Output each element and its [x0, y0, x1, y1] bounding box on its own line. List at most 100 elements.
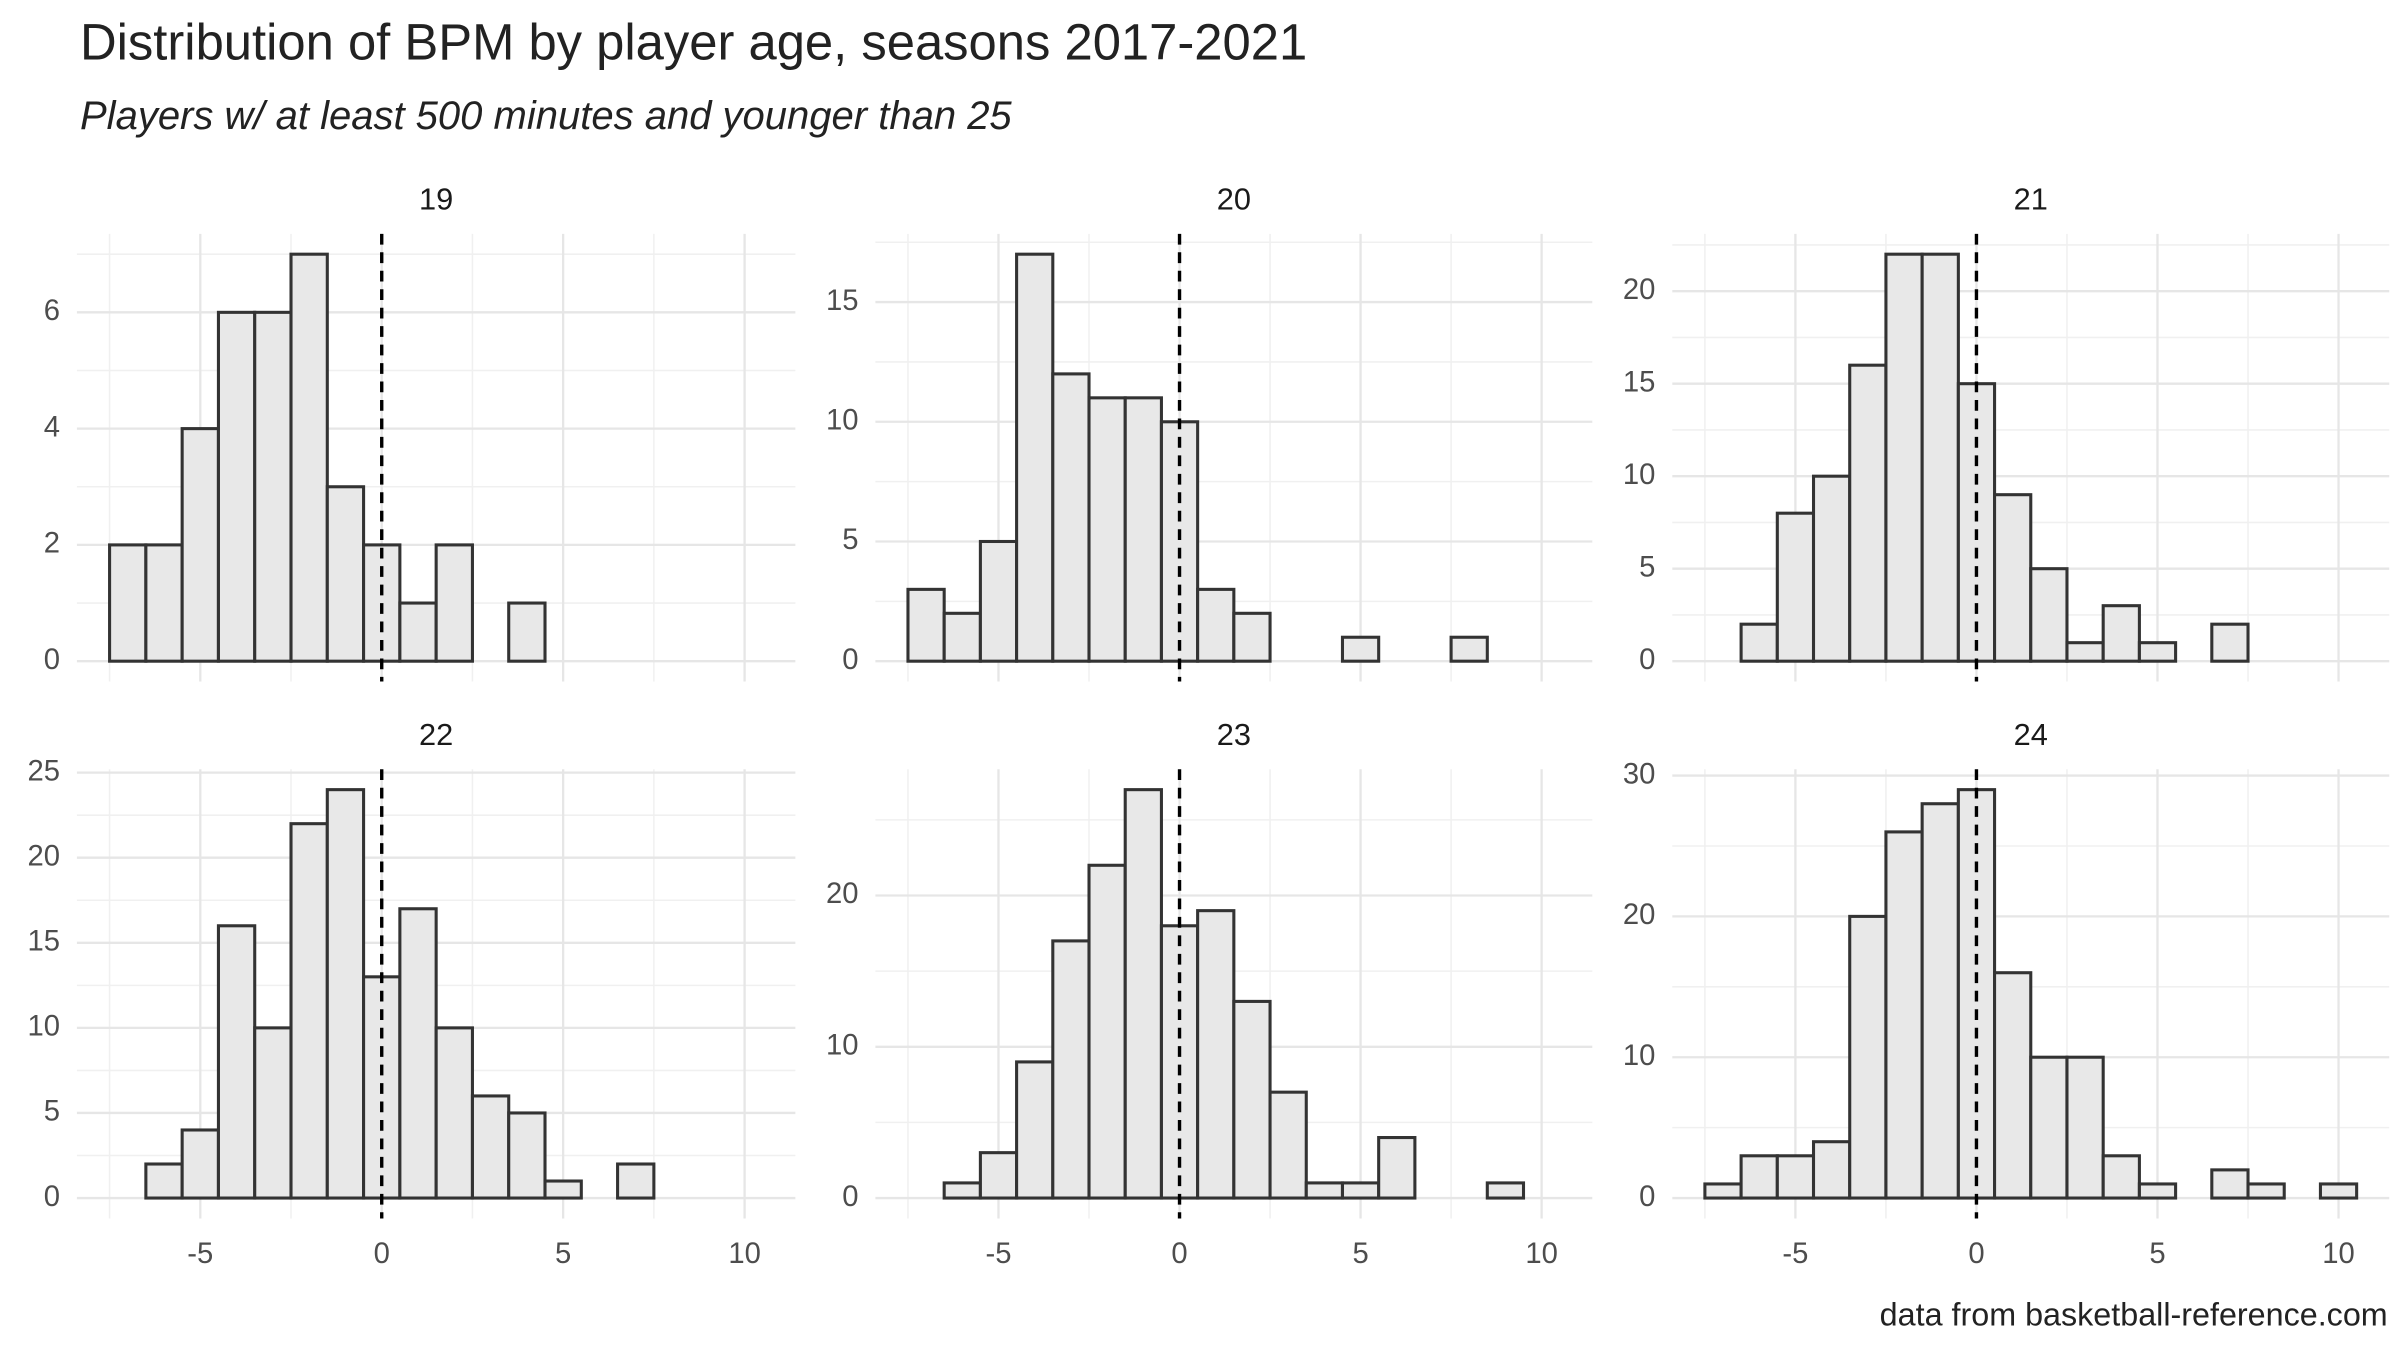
- histogram-bar: [1051, 372, 1091, 663]
- y-tick-label: 20: [826, 878, 859, 910]
- histogram-bar: [398, 907, 438, 1200]
- y-tick-label: 0: [44, 1181, 60, 1213]
- histogram-bar: [1811, 1140, 1852, 1200]
- histogram-bar: [1087, 863, 1127, 1200]
- histogram-bar: [1123, 788, 1163, 1200]
- histogram-bar: [616, 1162, 656, 1200]
- y-tick-label: 15: [1623, 366, 1656, 398]
- histogram-bar: [906, 587, 946, 663]
- x-tick-label: 5: [555, 1238, 571, 1270]
- histogram-bar: [978, 539, 1019, 663]
- histogram-bar: [1449, 635, 1489, 663]
- histogram-bar: [108, 543, 148, 663]
- histogram-bar: [216, 924, 257, 1200]
- y-tick-label: 15: [826, 285, 859, 317]
- histogram-bar: [1340, 635, 1381, 663]
- y-tick-label: 30: [1623, 758, 1656, 790]
- histogram-bar: [2210, 1168, 2250, 1200]
- histogram-bar: [434, 543, 474, 663]
- histogram-bar: [978, 1151, 1019, 1200]
- histogram-bar: [1848, 914, 1888, 1200]
- histogram-bar: [1739, 1154, 1779, 1200]
- y-tick-label: 2: [44, 528, 60, 560]
- histogram-bar: [1485, 1181, 1526, 1200]
- y-tick-label: 10: [27, 1011, 60, 1043]
- histogram-bar: [144, 1162, 184, 1200]
- histogram-bar: [1920, 802, 1960, 1200]
- strip-label: 22: [419, 717, 453, 752]
- y-tick-label: 10: [1623, 459, 1656, 491]
- histogram-bar: [507, 1111, 547, 1200]
- histogram-bar: [1123, 396, 1163, 663]
- histogram-bar: [434, 1026, 474, 1200]
- x-tick-label: 5: [2149, 1238, 2165, 1270]
- y-tick-label: 5: [44, 1096, 60, 1128]
- histogram-bar: [2065, 1055, 2105, 1200]
- chart-title: Distribution of BPM by player age, seaso…: [80, 14, 1307, 71]
- histogram-bar: [1232, 611, 1272, 663]
- histogram-bar: [2137, 641, 2178, 663]
- histogram-bar: [180, 1128, 220, 1200]
- histogram-bar: [470, 1094, 511, 1200]
- x-tick-label: 10: [1525, 1238, 1558, 1270]
- y-tick-label: 20: [1623, 899, 1656, 931]
- histogram-bar: [2101, 1154, 2141, 1200]
- histogram-bar: [1993, 971, 2033, 1200]
- strip-label: 23: [1217, 717, 1251, 752]
- histogram-bar: [1340, 1181, 1381, 1200]
- histogram-bar: [1377, 1136, 1417, 1200]
- histogram-bar: [2210, 622, 2250, 663]
- caption: data from basketball-reference.com: [1880, 1296, 2388, 1332]
- histogram-bar: [2101, 604, 2141, 663]
- histogram-bar: [289, 252, 329, 663]
- histogram-bar: [1775, 1154, 1816, 1200]
- x-tick-label: -5: [187, 1238, 213, 1270]
- y-tick-label: 25: [27, 755, 60, 787]
- y-tick-label: 20: [27, 840, 60, 872]
- histogram-bar: [325, 788, 366, 1200]
- y-tick-label: 0: [44, 644, 60, 676]
- y-tick-label: 10: [826, 404, 859, 436]
- y-tick-label: 0: [1639, 1181, 1655, 1213]
- histogram-bar: [1268, 1090, 1308, 1200]
- histogram-bar: [1739, 622, 1779, 663]
- histogram-bar: [253, 1026, 293, 1200]
- histogram-bar: [180, 427, 220, 663]
- y-tick-label: 0: [1639, 644, 1655, 676]
- x-tick-label: 0: [374, 1238, 390, 1270]
- x-tick-label: 0: [1171, 1238, 1187, 1270]
- histogram-bar: [2029, 1055, 2069, 1200]
- histogram-bar: [2318, 1182, 2359, 1200]
- histogram-bar: [507, 601, 547, 663]
- histogram-bar: [253, 310, 293, 663]
- histogram-bar: [289, 822, 329, 1200]
- strip-label: 20: [1217, 182, 1251, 217]
- histogram-bar: [1159, 420, 1200, 663]
- histogram-bar: [1232, 999, 1272, 1200]
- histogram-bar: [1196, 587, 1236, 663]
- x-tick-label: -5: [986, 1238, 1012, 1270]
- histogram-bar: [1993, 493, 2033, 663]
- y-tick-label: 10: [1623, 1040, 1656, 1072]
- y-tick-label: 20: [1623, 274, 1656, 306]
- histogram-bar: [1015, 252, 1055, 663]
- y-tick-label: 5: [842, 524, 858, 556]
- histogram-bar: [1884, 252, 1924, 663]
- histogram-bar: [2065, 641, 2105, 663]
- histogram-bar: [1304, 1181, 1345, 1200]
- histogram-bar: [1848, 363, 1888, 663]
- histogram-bar: [543, 1179, 583, 1200]
- y-tick-label: 5: [1639, 551, 1655, 583]
- chart-subtitle: Players w/ at least 500 minutes and youn…: [80, 94, 1012, 138]
- x-tick-label: 5: [1352, 1238, 1368, 1270]
- histogram-bar: [942, 1181, 982, 1200]
- y-tick-label: 10: [826, 1030, 859, 1062]
- histogram-bar: [325, 485, 366, 663]
- histogram-bar: [2137, 1182, 2178, 1200]
- histogram-bar: [144, 543, 184, 663]
- y-tick-label: 0: [842, 1181, 858, 1213]
- x-tick-label: 10: [728, 1238, 761, 1270]
- histogram-bar: [1703, 1182, 1743, 1200]
